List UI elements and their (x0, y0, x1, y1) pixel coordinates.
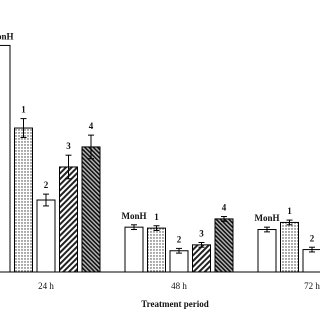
bar (257, 229, 277, 273)
bar (36, 199, 56, 273)
bar-label: 4 (89, 121, 94, 131)
bar (192, 244, 211, 273)
bar-label: 3 (199, 229, 204, 239)
bar (214, 218, 234, 273)
bar (81, 146, 101, 273)
bar-label: 2 (310, 233, 315, 243)
bar-label: 2 (44, 180, 49, 190)
bar-label: 1 (21, 105, 26, 115)
bar-label: 3 (66, 141, 71, 151)
bar (14, 127, 33, 273)
bar-label: 1 (154, 212, 159, 222)
bar-label: 4 (222, 203, 227, 213)
bar-label: MonH (0, 32, 14, 42)
bar-label: MonH (121, 211, 146, 221)
bar (280, 221, 299, 273)
bar (169, 250, 189, 273)
bar-label: 2 (177, 234, 182, 244)
x-tick-label: 48 h (171, 281, 187, 291)
x-tick-label: 24 h (38, 281, 54, 291)
bar (147, 227, 166, 273)
bar (59, 166, 78, 273)
bar (0, 44, 11, 273)
x-tick-label: 72 h (304, 281, 320, 291)
x-axis-title: Treatment period (141, 299, 208, 309)
bar (124, 226, 144, 273)
bar-label: 1 (287, 206, 292, 216)
bar (302, 249, 320, 273)
bar-label: MonH (254, 213, 279, 223)
